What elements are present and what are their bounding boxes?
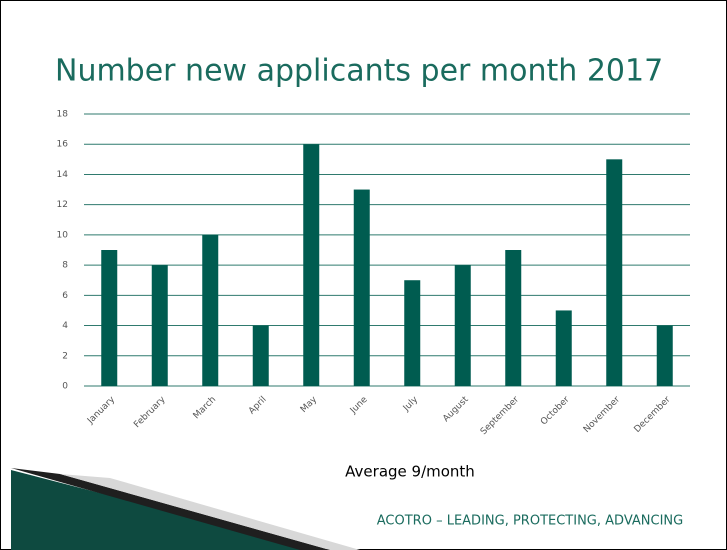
y-tick-label: 12 [57, 200, 68, 210]
y-tick-label: 4 [62, 321, 68, 331]
swoosh-black [11, 468, 330, 550]
bar [606, 159, 623, 386]
bar [404, 280, 421, 386]
bar [252, 325, 269, 386]
y-tick-label: 16 [57, 140, 69, 150]
footer: ACOTRO – LEADING, PROTECTING, ADVANCING [377, 514, 683, 529]
y-tick-label: 0 [62, 382, 68, 392]
bar [454, 265, 471, 386]
bar [505, 250, 522, 386]
swoosh-light [60, 474, 360, 550]
bar [303, 144, 320, 386]
bar [151, 265, 168, 386]
chart-title: Number new applicants per month 2017 [55, 54, 663, 89]
y-tick-label: 10 [57, 230, 69, 240]
y-tick-label: 6 [62, 291, 68, 301]
y-tick-label: 18 [57, 110, 69, 120]
bar [202, 234, 219, 386]
y-tick-label: 2 [62, 351, 68, 361]
annotation: Average 9/month [345, 463, 475, 481]
y-tick-label: 14 [57, 170, 69, 180]
bar [101, 250, 118, 386]
bar [656, 325, 673, 386]
bar [555, 310, 572, 386]
bar [353, 189, 370, 386]
y-tick-label: 8 [62, 261, 68, 271]
